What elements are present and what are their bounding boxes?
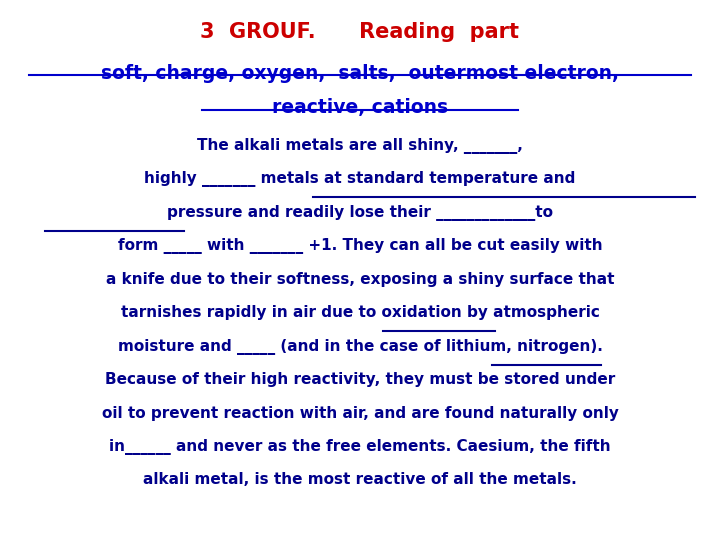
Text: alkali metal, is the most reactive of all the metals.: alkali metal, is the most reactive of al…: [143, 472, 577, 488]
Text: pressure and readily lose their _____________to: pressure and readily lose their ________…: [167, 205, 553, 221]
Text: highly _______ metals at standard temperature and: highly _______ metals at standard temper…: [144, 171, 576, 187]
Text: soft, charge, oxygen,  salts,  outermost electron,: soft, charge, oxygen, salts, outermost e…: [101, 64, 619, 83]
Text: tarnishes rapidly in air due to oxidation by atmospheric: tarnishes rapidly in air due to oxidatio…: [120, 305, 600, 320]
Text: moisture and _____ (and in the case of lithium, nitrogen).: moisture and _____ (and in the case of l…: [117, 339, 603, 355]
Text: oil to prevent reaction with air, and are found naturally only: oil to prevent reaction with air, and ar…: [102, 406, 618, 421]
Text: 3  GROUF.      Reading  part: 3 GROUF. Reading part: [200, 22, 520, 42]
Text: form _____ with _______ +1. They can all be cut easily with: form _____ with _______ +1. They can all…: [117, 238, 603, 254]
Text: a knife due to their softness, exposing a shiny surface that: a knife due to their softness, exposing …: [106, 272, 614, 287]
Text: The alkali metals are all shiny, _______,: The alkali metals are all shiny, _______…: [197, 138, 523, 154]
Text: in______ and never as the free elements. Caesium, the fifth: in______ and never as the free elements.…: [109, 439, 611, 455]
Text: reactive, cations: reactive, cations: [272, 98, 448, 117]
Text: Because of their high reactivity, they must be stored under: Because of their high reactivity, they m…: [105, 372, 615, 387]
